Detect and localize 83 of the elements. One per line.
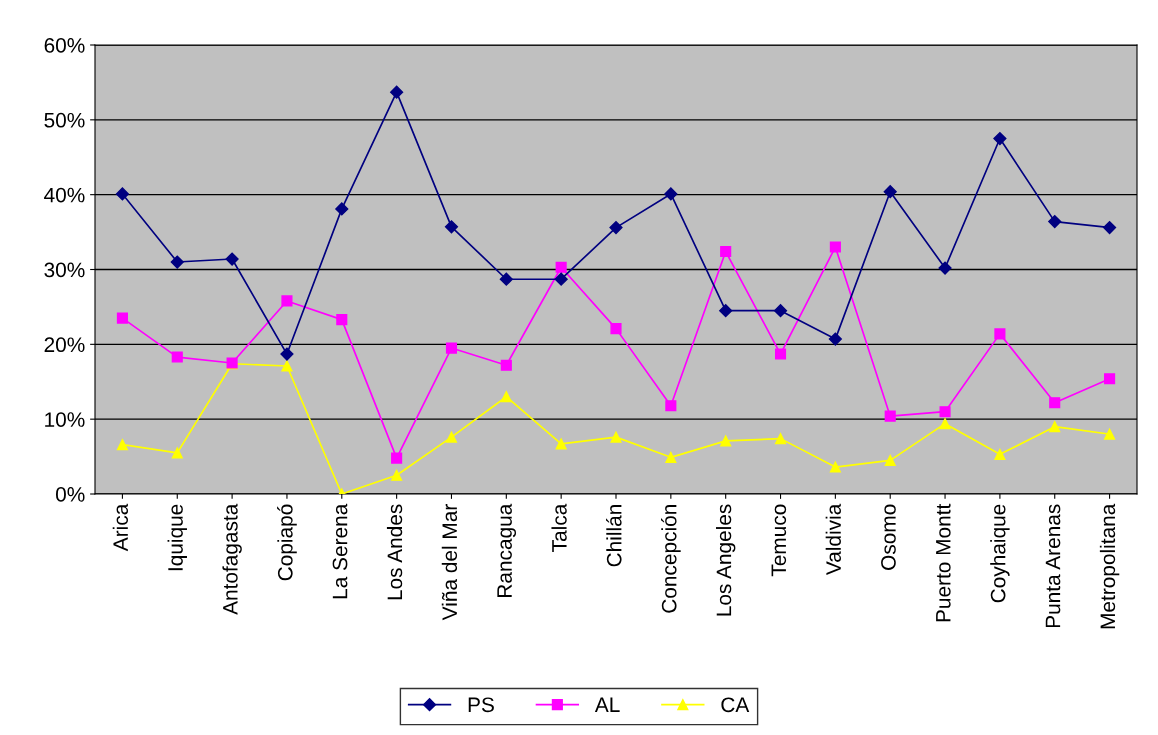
point: [391, 469, 403, 481]
x-tick-label: Los Angeles: [715, 504, 736, 616]
point: [665, 400, 677, 412]
point: [1102, 221, 1117, 235]
x-tick-label: Valdivia: [825, 503, 841, 576]
point: [280, 347, 294, 361]
y-tick-label: 20%: [44, 337, 85, 353]
point: [720, 245, 732, 258]
point: [829, 241, 841, 253]
x-tick-label: Puerto Montt: [936, 503, 951, 622]
point: [1049, 421, 1061, 433]
x-tick-label: Coyhaique: [990, 504, 1010, 603]
point: [829, 461, 841, 473]
point: [115, 187, 130, 201]
point: [994, 448, 1006, 460]
x-tick-label: Osomo: [881, 504, 896, 570]
x-tick-label: Concepción: [661, 505, 681, 613]
point: [664, 187, 678, 201]
point: [610, 323, 622, 335]
point: [1048, 215, 1062, 229]
x-tick-label: Talca: [551, 503, 567, 552]
point: [116, 312, 128, 324]
point: [500, 391, 512, 403]
point: [281, 295, 293, 307]
point: [171, 447, 183, 459]
legend-label: AL: [594, 697, 620, 712]
x-tick-label: Rancagua: [497, 503, 517, 597]
point: [336, 314, 348, 326]
point: [719, 304, 733, 318]
point: [1049, 397, 1061, 409]
x-tick-label: Iquique: [167, 504, 187, 571]
point: [335, 202, 349, 216]
point: [720, 435, 732, 447]
point: [828, 332, 842, 346]
point: [884, 410, 896, 422]
point: [281, 360, 293, 372]
point: [555, 438, 567, 450]
x-tick-label: Viña del Mar: [441, 504, 458, 621]
x-tick-label: Temuco: [771, 504, 787, 577]
point: [994, 328, 1006, 340]
y-tick-label: 30%: [44, 262, 85, 278]
point: [500, 359, 512, 371]
point: [444, 220, 459, 234]
x-tick-label: Antofagasta: [222, 503, 242, 615]
legend-label: CA: [721, 697, 750, 713]
point: [499, 272, 513, 286]
y-tick-label: 40%: [44, 187, 85, 203]
point: [610, 431, 622, 443]
point: [939, 418, 951, 430]
point: [883, 185, 897, 199]
point: [773, 304, 788, 318]
point: [445, 431, 458, 443]
x-tick-label: Copiapó: [277, 504, 297, 581]
point: [391, 452, 403, 464]
point: [445, 342, 458, 354]
x-tick-label: Arica: [112, 503, 129, 552]
y-tick-label: 60%: [44, 38, 85, 53]
point: [170, 255, 184, 269]
y-tick-label: 0%: [55, 487, 85, 502]
point: [993, 131, 1007, 146]
x-tick-label: Metropolitana: [1099, 503, 1120, 629]
x-tick-label: Chillán: [606, 505, 622, 567]
point: [555, 261, 567, 273]
point: [116, 439, 128, 451]
point: [554, 272, 568, 286]
point: [774, 348, 787, 360]
point: [774, 433, 787, 445]
point: [1104, 428, 1116, 440]
point: [171, 351, 183, 363]
y-tick-label: 50%: [44, 112, 85, 128]
point: [938, 261, 952, 275]
x-tick-label: Los Andes: [386, 504, 403, 600]
point: [225, 252, 239, 266]
legend-label: PS: [468, 697, 494, 713]
point: [939, 406, 951, 418]
point: [665, 451, 677, 463]
point: [884, 454, 896, 466]
point: [390, 85, 404, 99]
x-tick-label: La Serena: [332, 503, 348, 599]
y-tick-label: 10%: [45, 412, 85, 427]
point: [609, 221, 623, 235]
x-tick-label: Punta Arenas: [1045, 504, 1061, 628]
point: [1104, 373, 1116, 385]
